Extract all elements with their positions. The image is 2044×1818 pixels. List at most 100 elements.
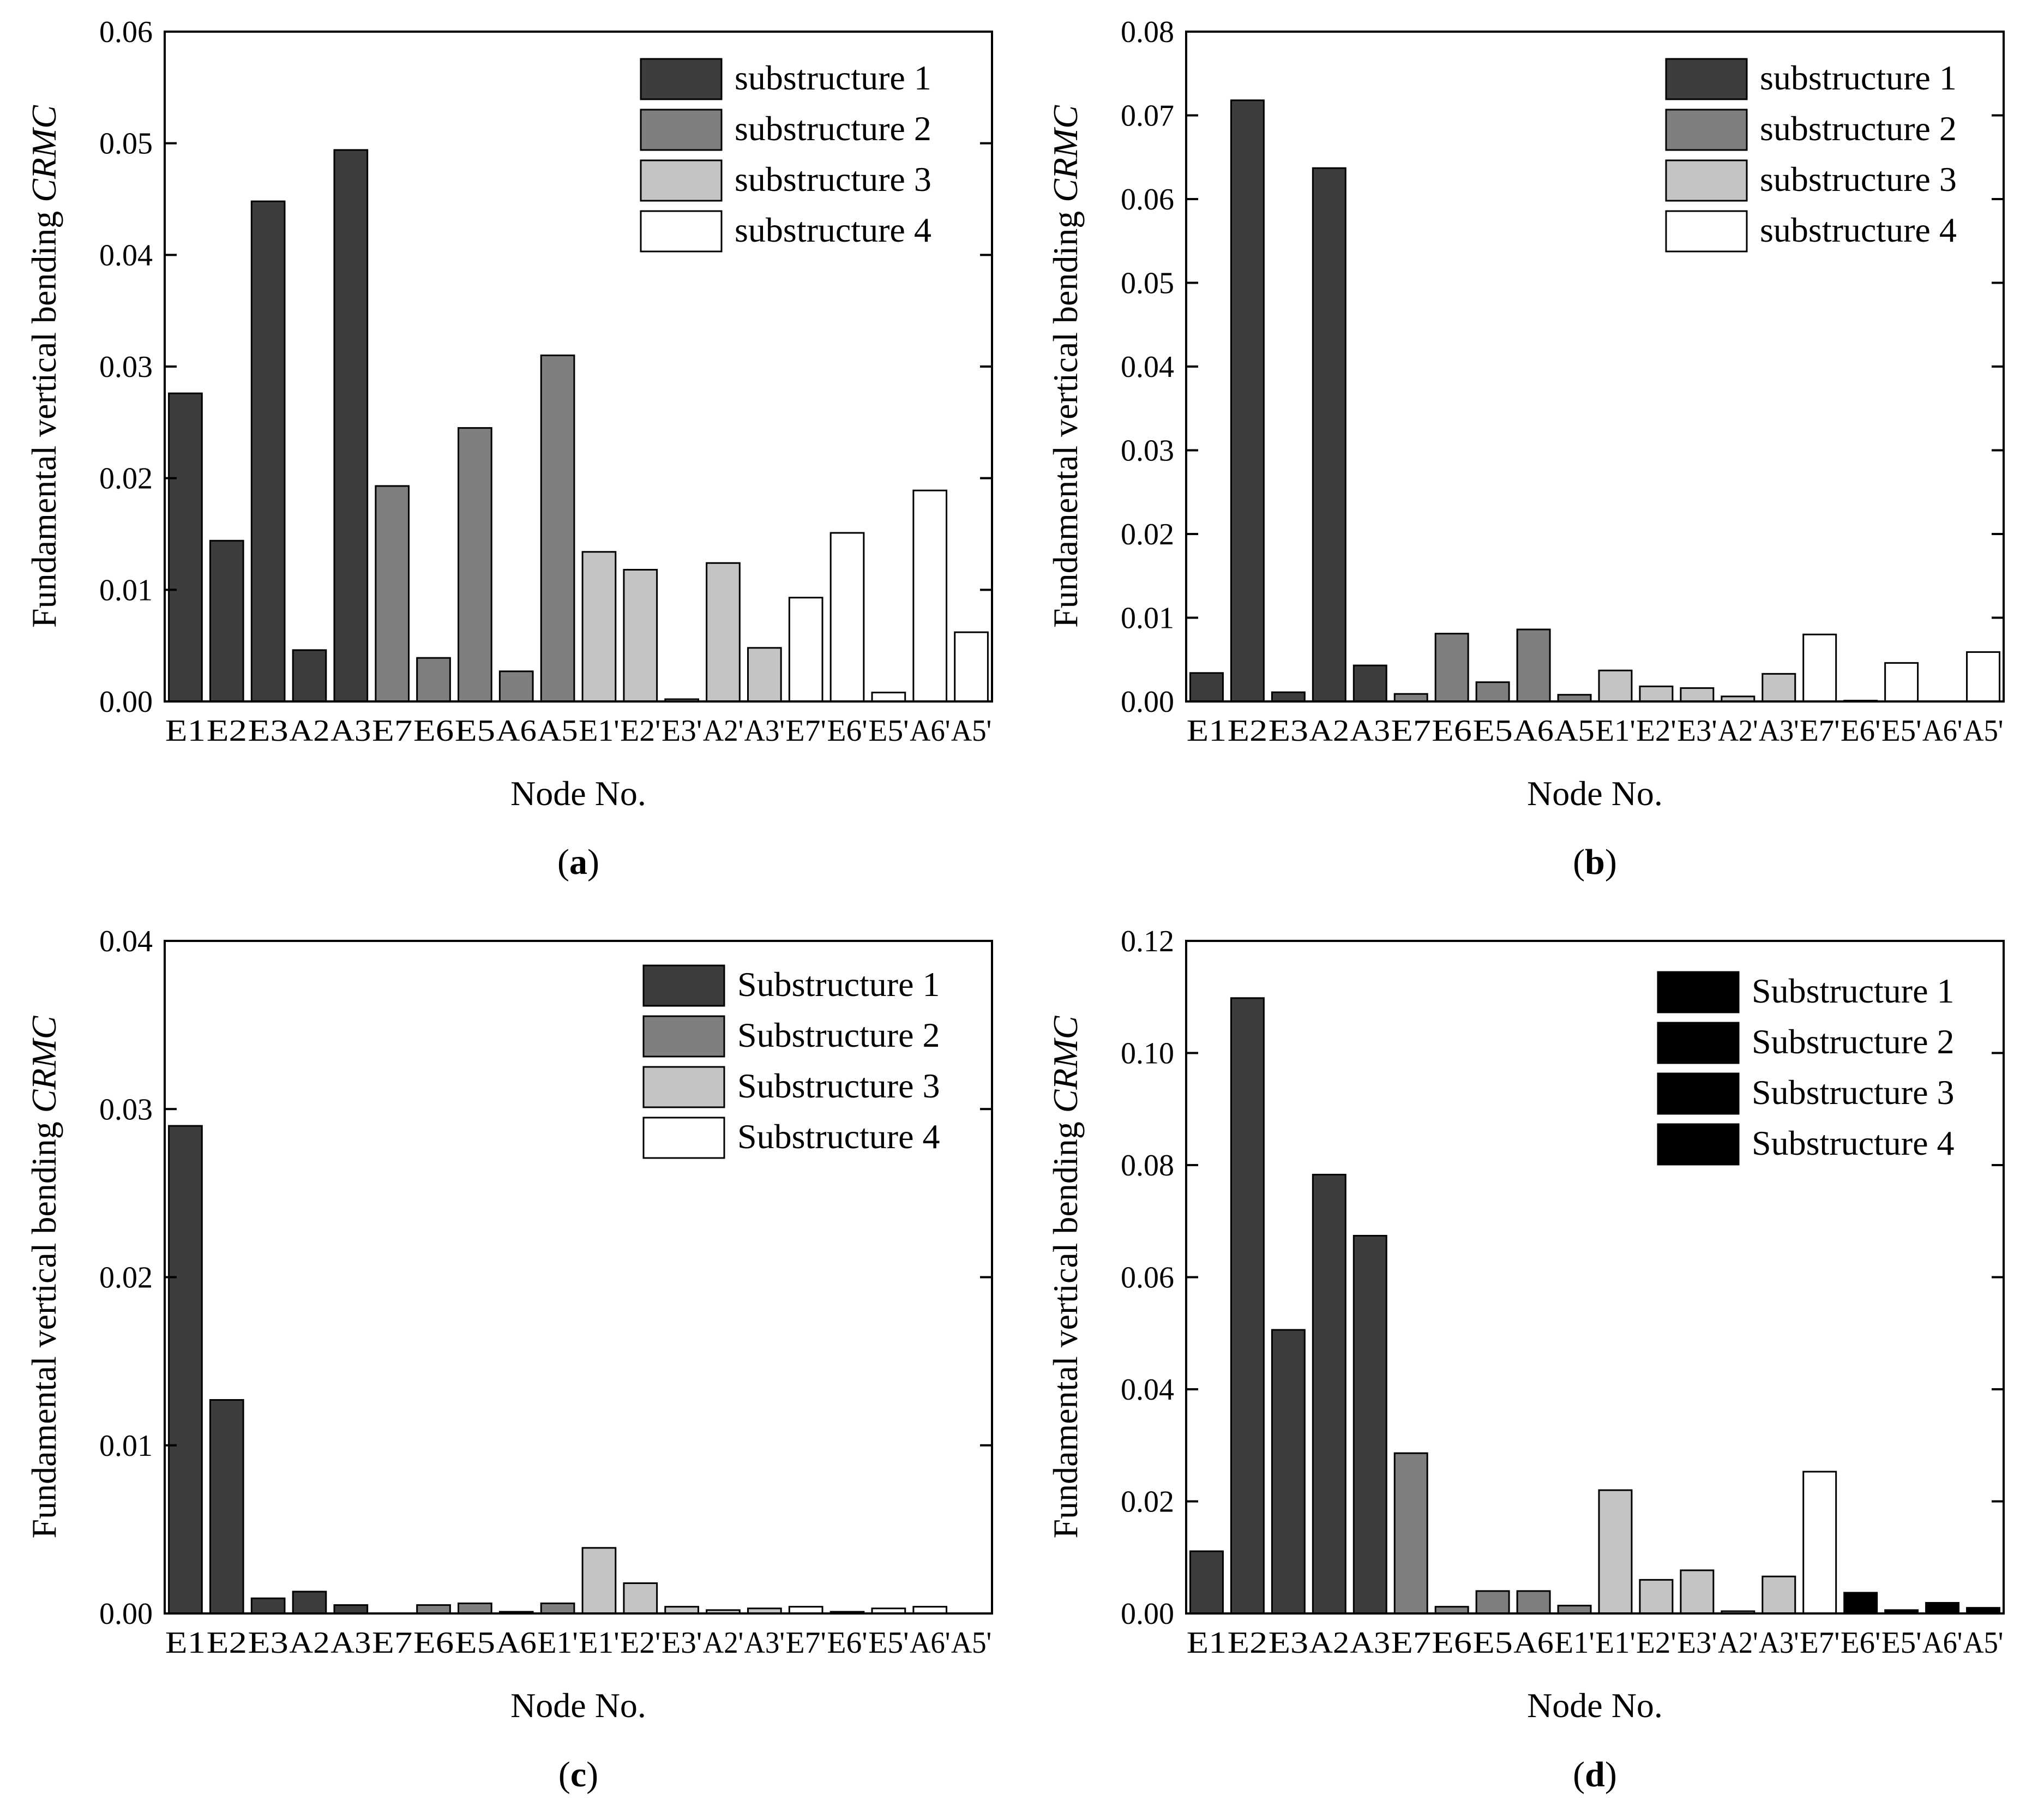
y-axis-label-text: Fundamental vertical bending — [25, 202, 63, 628]
x-tick-label: E5 — [455, 714, 495, 748]
legend-swatch — [1657, 971, 1740, 1013]
y-tick-label: 0.00 — [1121, 685, 1174, 719]
x-tick-label: E5' — [868, 714, 909, 748]
y-axis-label: Fundamental vertical bending CRMC — [1046, 1015, 1085, 1538]
legend-swatch — [642, 1117, 725, 1159]
legend-swatch — [640, 109, 723, 151]
x-axis-label: Node No. — [510, 1686, 646, 1725]
x-tick-label: A2 — [1309, 714, 1350, 748]
y-tick-label: 0.08 — [1121, 1149, 1174, 1183]
legend-swatch — [642, 1066, 725, 1108]
bar-b-14 — [1762, 673, 1796, 703]
y-tick-label: 0.00 — [99, 1597, 153, 1631]
bar-c-1 — [209, 1399, 244, 1615]
x-tick-label: E5 — [1472, 714, 1513, 748]
x-tick-label: E7' — [786, 714, 826, 748]
x-tick-label: E7 — [372, 1626, 412, 1660]
bars — [168, 149, 989, 703]
x-axis-label: Node No. — [1527, 1686, 1663, 1725]
bar-c-4 — [333, 1604, 369, 1615]
x-tick-label: E5' — [1881, 714, 1922, 748]
caption-close-paren: ) — [1605, 842, 1617, 882]
y-axis-label-italic: CRMC — [1046, 105, 1085, 202]
legend-swatch — [640, 210, 723, 253]
caption-open-paren: ( — [558, 1755, 570, 1795]
bar-d-16 — [1843, 1592, 1878, 1615]
y-tick-label: 0.04 — [99, 238, 153, 272]
legend-label: Substructure 2 — [1752, 1022, 1955, 1061]
x-tick-label: E2' — [1636, 714, 1676, 748]
bar-d-2 — [1271, 1329, 1306, 1615]
x-tick-label: E2 — [1228, 1626, 1268, 1660]
y-tick-label: 0.01 — [1121, 602, 1174, 635]
legend-swatch — [1665, 58, 1748, 100]
bar-c-9 — [540, 1603, 575, 1615]
bar-a-2 — [250, 200, 286, 703]
bar-b-5 — [1393, 693, 1428, 703]
bar-a-6 — [416, 657, 451, 703]
x-tick-label: E7' — [1800, 714, 1840, 748]
y-tick-label: 0.05 — [99, 127, 153, 161]
y-axis-label: Fundamental vertical bending CRMC — [25, 105, 63, 628]
x-tick-label: E7 — [1391, 714, 1431, 748]
x-tick-label: E6' — [1841, 1626, 1881, 1660]
y-tick-label: 0.08 — [1121, 15, 1174, 49]
x-tick-label: E1' — [1595, 714, 1636, 748]
x-tick-label: E7 — [372, 714, 412, 748]
x-tick-label: E5 — [1472, 1626, 1513, 1660]
legend-label: Substructure 4 — [1752, 1124, 1955, 1162]
legend: Substructure 1 Substructure 2 Substructure… — [642, 964, 940, 1159]
x-tick-label: E6 — [413, 714, 454, 748]
bar-a-19 — [954, 631, 989, 703]
y-tick-label: 0.10 — [1121, 1037, 1174, 1071]
x-tick-label: E3' — [1677, 1626, 1717, 1660]
bar-c-3 — [292, 1591, 327, 1615]
y-axis-label: Fundamental vertical bending CRMC — [1046, 105, 1085, 628]
y-tick-label: 0.02 — [99, 1261, 153, 1295]
x-tick-label: A3 — [330, 1626, 371, 1660]
x-tick-label: E7' — [1800, 1626, 1840, 1660]
x-tick-label: A3 — [1350, 1626, 1391, 1660]
bar-b-15 — [1802, 633, 1837, 703]
x-tick-label: A3 — [1350, 714, 1391, 748]
y-tick-label: 0.02 — [99, 462, 153, 496]
bar-d-0 — [1189, 1550, 1224, 1615]
legend-swatch — [642, 964, 725, 1007]
x-tick-label: A6 — [496, 1626, 537, 1660]
x-tick-label: A6' — [1922, 714, 1963, 748]
bar-a-7 — [458, 427, 492, 703]
legend-label: substructure 4 — [1760, 211, 1957, 249]
x-tick-label: E3' — [662, 714, 702, 748]
bar-d-8 — [1516, 1590, 1551, 1615]
legend-swatch — [640, 159, 723, 202]
x-tick-label: A2 — [289, 1626, 329, 1660]
bar-d-9 — [1557, 1605, 1592, 1615]
legend-label: Substructure 1 — [1752, 971, 1955, 1010]
bar-b-7 — [1475, 681, 1510, 703]
x-tick-label: E5' — [868, 1626, 909, 1660]
x-tick-label: E6 — [413, 1626, 454, 1660]
legend-label: Substructure 4 — [737, 1117, 940, 1156]
legend: Substructure 1 Substructure 2 Substructure… — [1657, 971, 1955, 1166]
y-tick-label: 0.02 — [1121, 1485, 1174, 1519]
x-tick-label: A5' — [951, 1626, 991, 1660]
legend-swatch — [1665, 159, 1748, 202]
x-tick-label: A3' — [1759, 1626, 1799, 1660]
x-tick-label: E2' — [620, 714, 660, 748]
x-tick-label: A2 — [1309, 1626, 1350, 1660]
y-axis-label-italic: CRMC — [25, 1015, 63, 1113]
caption-open-paren: ( — [1573, 1755, 1585, 1795]
x-tick-label: A2' — [1718, 1626, 1758, 1660]
x-tick-label: E5' — [1881, 1626, 1922, 1660]
bar-b-3 — [1312, 167, 1346, 703]
x-tick-label: A2' — [1718, 714, 1758, 748]
y-axis-label-text: Fundamental vertical bending — [1046, 1113, 1085, 1538]
x-tick-label: E5 — [455, 1626, 495, 1660]
bar-a-16 — [829, 532, 865, 703]
legend-label: substructure 1 — [1760, 58, 1957, 97]
x-tick-label: E2 — [1228, 714, 1268, 748]
bar-a-4 — [333, 149, 369, 703]
bar-c-11 — [623, 1582, 658, 1615]
